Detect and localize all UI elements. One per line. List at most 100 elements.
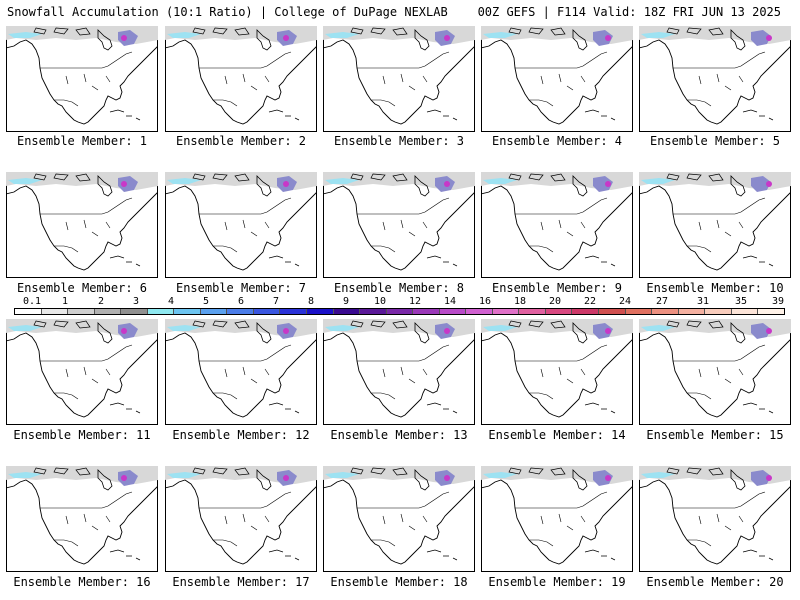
snow-max xyxy=(283,35,289,41)
run-valid-time: 00Z GEFS | F114 Valid: 18Z FRI JUN 13 20… xyxy=(477,5,781,19)
snowfall-map xyxy=(639,466,791,572)
color-swatch xyxy=(360,309,387,314)
color-swatch xyxy=(731,309,759,314)
political-border xyxy=(54,219,111,253)
color-swatch xyxy=(174,309,201,314)
color-swatch xyxy=(439,309,467,314)
coastline xyxy=(6,39,158,125)
political-border xyxy=(673,197,766,215)
snow-shading xyxy=(167,178,201,184)
coastline xyxy=(6,332,158,418)
coastline xyxy=(666,467,724,476)
snow-max xyxy=(283,328,289,334)
color-swatch xyxy=(519,309,546,314)
color-swatch xyxy=(307,309,334,314)
snow-max xyxy=(605,35,611,41)
coastline xyxy=(323,39,475,125)
ensemble-member-map xyxy=(165,319,317,425)
coastline xyxy=(33,27,91,36)
ensemble-member-label: Ensemble Member: 4 xyxy=(491,134,623,148)
political-border xyxy=(357,51,450,69)
political-border xyxy=(213,73,270,107)
snow-max xyxy=(766,35,772,41)
ensemble-member-map xyxy=(323,319,475,425)
political-border xyxy=(529,366,586,400)
coastline xyxy=(33,320,91,329)
snow-shading xyxy=(751,176,771,192)
snow-shading xyxy=(593,176,613,192)
snowfall-map xyxy=(639,172,791,278)
coastline xyxy=(742,549,774,561)
ensemble-member-label: Ensemble Member: 19 xyxy=(488,575,626,589)
ensemble-member-label: Ensemble Member: 14 xyxy=(488,428,626,442)
color-swatch xyxy=(253,309,281,314)
snow-shading xyxy=(167,325,201,331)
snowfall-map xyxy=(6,172,158,278)
political-border xyxy=(515,491,608,509)
snow-max xyxy=(444,35,450,41)
political-border xyxy=(515,51,608,69)
ensemble-member-map xyxy=(6,172,158,278)
color-swatch xyxy=(41,309,69,314)
ensemble-member-label: Ensemble Member: 18 xyxy=(330,575,468,589)
coastline xyxy=(192,27,250,36)
color-scale-label: 6 xyxy=(237,296,245,307)
coastline xyxy=(350,467,408,476)
color-scale-label: 20 xyxy=(548,296,562,307)
coastline xyxy=(6,185,158,271)
color-swatch xyxy=(386,309,414,314)
ensemble-member-map xyxy=(481,172,633,278)
coastline xyxy=(165,479,317,565)
coastline xyxy=(192,173,250,182)
snow-max xyxy=(766,328,772,334)
coastline xyxy=(256,29,272,51)
political-border xyxy=(687,219,744,253)
color-swatch xyxy=(466,309,493,314)
political-border xyxy=(687,513,744,547)
ensemble-member-map xyxy=(639,466,791,572)
snow-shading xyxy=(118,176,138,192)
snow-max xyxy=(766,181,772,187)
political-border xyxy=(687,366,744,400)
ensemble-member-map xyxy=(6,466,158,572)
snow-shading xyxy=(118,470,138,486)
color-scale-label: 3 xyxy=(132,296,140,307)
political-border xyxy=(40,344,133,362)
political-border xyxy=(199,491,292,509)
ensemble-member-map xyxy=(165,466,317,572)
political-border xyxy=(40,51,133,69)
snow-shading xyxy=(593,30,613,46)
snowfall-map xyxy=(6,26,158,132)
coastline xyxy=(584,402,616,414)
snow-shading xyxy=(325,472,359,478)
coastline xyxy=(639,185,791,271)
coastline xyxy=(742,402,774,414)
coastline xyxy=(639,332,791,418)
coastline xyxy=(666,173,724,182)
color-swatch xyxy=(94,309,122,314)
coastline xyxy=(481,479,633,565)
ensemble-member-map xyxy=(481,26,633,132)
snowfall-map xyxy=(165,466,317,572)
coastline xyxy=(584,255,616,267)
snow-max xyxy=(121,181,127,187)
snow-shading xyxy=(8,178,42,184)
coastline xyxy=(97,175,113,197)
coastline xyxy=(572,469,588,491)
ensemble-member-map xyxy=(165,26,317,132)
coastline xyxy=(730,469,746,491)
ensemble-member-label: Ensemble Member: 10 xyxy=(646,281,784,295)
snow-max xyxy=(605,475,611,481)
coastline xyxy=(414,175,430,197)
political-border xyxy=(673,344,766,362)
coastline xyxy=(639,479,791,565)
political-border xyxy=(515,197,608,215)
ensemble-member-label: Ensemble Member: 6 xyxy=(16,281,148,295)
political-border xyxy=(357,344,450,362)
color-swatch xyxy=(147,309,175,314)
map-title: Snowfall Accumulation (10:1 Ratio) | Col… xyxy=(7,5,448,19)
color-swatch xyxy=(625,309,653,314)
coastline xyxy=(730,175,746,197)
coastline xyxy=(481,185,633,271)
color-scale-label: 35 xyxy=(734,296,748,307)
